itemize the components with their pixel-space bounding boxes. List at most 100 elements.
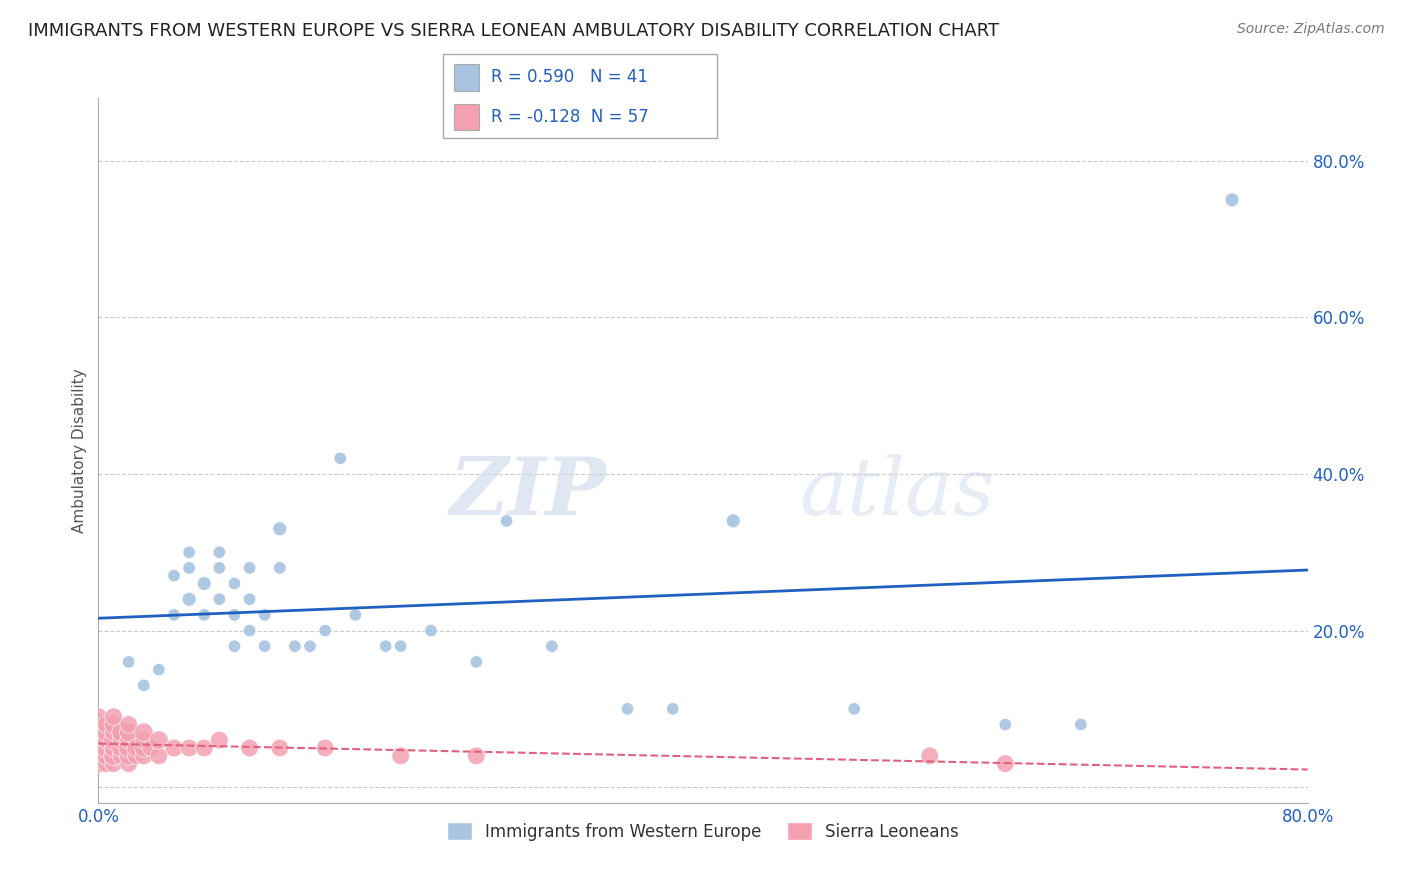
Point — [208, 733, 231, 747]
Point — [994, 756, 1017, 771]
Legend: Immigrants from Western Europe, Sierra Leoneans: Immigrants from Western Europe, Sierra L… — [440, 816, 966, 847]
Point — [723, 514, 745, 528]
Point — [87, 733, 110, 747]
Point — [314, 741, 336, 756]
Point — [163, 607, 186, 622]
Point — [224, 576, 246, 591]
Point — [163, 741, 186, 756]
Point — [87, 741, 110, 756]
Point — [540, 639, 562, 653]
Point — [193, 741, 215, 756]
Text: IMMIGRANTS FROM WESTERN EUROPE VS SIERRA LEONEAN AMBULATORY DISABILITY CORRELATI: IMMIGRANTS FROM WESTERN EUROPE VS SIERRA… — [28, 22, 1000, 40]
Point — [179, 561, 201, 575]
Text: R = -0.128  N = 57: R = -0.128 N = 57 — [491, 108, 648, 126]
Point — [269, 522, 291, 536]
Point — [132, 748, 155, 763]
Point — [420, 624, 443, 638]
Point — [103, 717, 125, 731]
Text: atlas: atlas — [800, 454, 995, 532]
Point — [389, 639, 412, 653]
Point — [389, 748, 412, 763]
Point — [94, 741, 117, 756]
Point — [87, 748, 110, 763]
Y-axis label: Ambulatory Disability: Ambulatory Disability — [72, 368, 87, 533]
Point — [253, 607, 276, 622]
Point — [661, 702, 683, 716]
Point — [148, 748, 170, 763]
Point — [224, 639, 246, 653]
Point — [141, 741, 163, 756]
Text: Source: ZipAtlas.com: Source: ZipAtlas.com — [1237, 22, 1385, 37]
Point — [163, 568, 186, 582]
Point — [87, 709, 110, 723]
Point — [87, 756, 110, 771]
Point — [103, 709, 125, 723]
Point — [87, 725, 110, 739]
Point — [103, 741, 125, 756]
Point — [224, 607, 246, 622]
Point — [94, 717, 117, 731]
Point — [314, 624, 336, 638]
Point — [110, 741, 132, 756]
Point — [87, 741, 110, 756]
Point — [1070, 717, 1092, 731]
Point — [103, 725, 125, 739]
Point — [110, 725, 132, 739]
Point — [179, 545, 201, 559]
Point — [269, 741, 291, 756]
Point — [87, 733, 110, 747]
Text: R = 0.590   N = 41: R = 0.590 N = 41 — [491, 69, 648, 87]
Point — [374, 639, 396, 653]
Point — [103, 741, 125, 756]
Point — [87, 741, 110, 756]
Point — [87, 748, 110, 763]
Point — [208, 592, 231, 607]
Point — [94, 756, 117, 771]
Point — [344, 607, 367, 622]
Point — [118, 655, 141, 669]
Point — [103, 733, 125, 747]
Point — [132, 678, 155, 692]
Point — [110, 733, 132, 747]
Point — [844, 702, 866, 716]
Point — [118, 741, 141, 756]
Point — [94, 725, 117, 739]
Point — [103, 748, 125, 763]
Point — [148, 663, 170, 677]
Point — [87, 725, 110, 739]
Point — [284, 639, 307, 653]
Point — [253, 639, 276, 653]
Point — [125, 748, 148, 763]
Point — [132, 741, 155, 756]
Point — [94, 748, 117, 763]
Point — [118, 717, 141, 731]
Point — [103, 756, 125, 771]
Text: ZIP: ZIP — [450, 454, 606, 532]
Point — [118, 748, 141, 763]
Point — [179, 592, 201, 607]
Point — [118, 733, 141, 747]
Point — [239, 592, 262, 607]
Point — [132, 725, 155, 739]
Point — [148, 733, 170, 747]
Point — [269, 561, 291, 575]
Point — [110, 748, 132, 763]
Point — [132, 733, 155, 747]
Point — [179, 741, 201, 756]
Point — [918, 748, 941, 763]
Point — [94, 733, 117, 747]
Point — [208, 545, 231, 559]
Point — [103, 748, 125, 763]
Point — [118, 725, 141, 739]
Point — [239, 624, 262, 638]
Point — [495, 514, 517, 528]
Point — [239, 741, 262, 756]
Point — [465, 748, 488, 763]
Point — [193, 576, 215, 591]
Point — [239, 561, 262, 575]
Point — [299, 639, 322, 653]
Point — [125, 741, 148, 756]
Point — [193, 607, 215, 622]
Point — [1220, 193, 1243, 207]
Point — [465, 655, 488, 669]
